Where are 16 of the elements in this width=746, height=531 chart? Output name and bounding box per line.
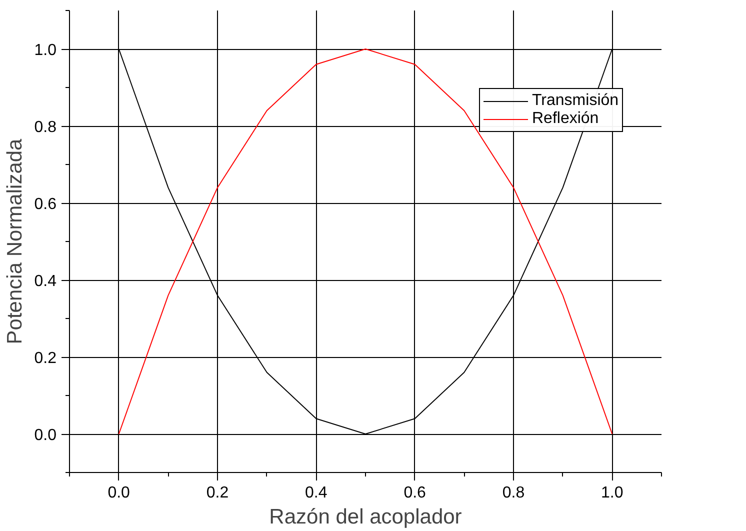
x-tick-label: 0.8 bbox=[502, 484, 525, 502]
y-tick-label: 1.0 bbox=[34, 42, 57, 59]
y-axis-title: Potencia Normalizada bbox=[3, 138, 26, 344]
x-tick-label: 1.0 bbox=[601, 484, 624, 502]
y-tick-label: 0.2 bbox=[34, 350, 57, 367]
x-tick-label: 0.6 bbox=[404, 484, 426, 502]
legend-label: Transmisión bbox=[532, 92, 619, 110]
x-tick-label: 0.2 bbox=[206, 484, 229, 502]
y-tick-label: 0.8 bbox=[34, 119, 57, 136]
x-tick-label: 0.4 bbox=[305, 484, 328, 502]
x-axis-title: Razón del acoplador bbox=[269, 506, 462, 528]
y-tick-label: 0.0 bbox=[34, 427, 57, 444]
x-tick-label: 0.0 bbox=[108, 484, 130, 502]
legend-label: Reflexión bbox=[532, 110, 599, 128]
y-tick-label: 0.4 bbox=[34, 273, 57, 290]
y-tick-label: 0.6 bbox=[34, 196, 57, 213]
